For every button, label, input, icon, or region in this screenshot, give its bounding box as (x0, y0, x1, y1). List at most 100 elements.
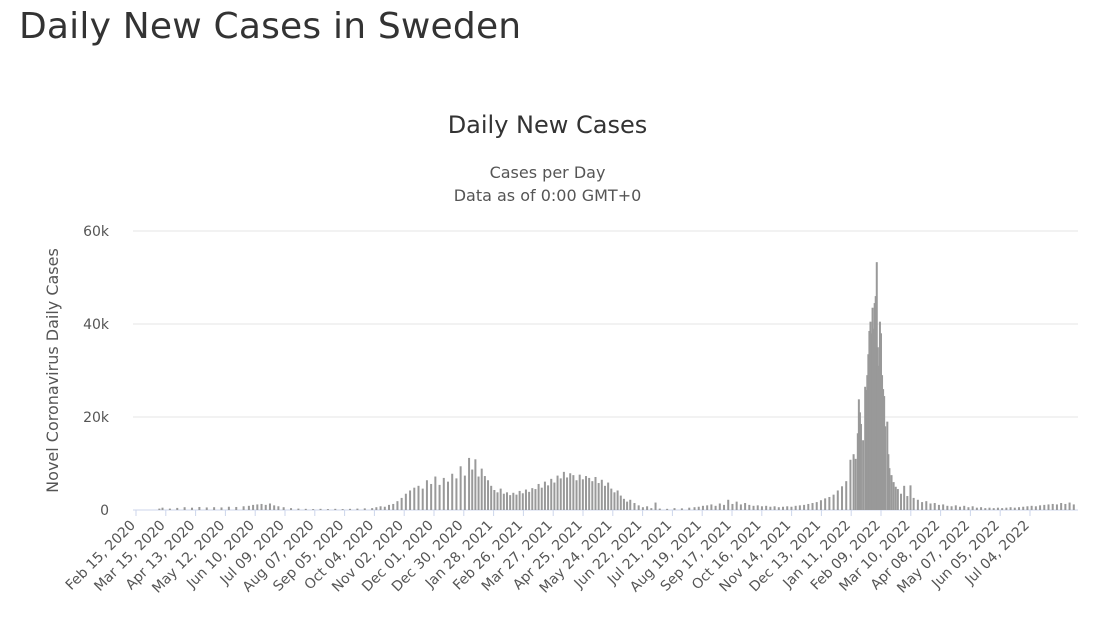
data-bar[interactable] (903, 485, 906, 510)
data-bar[interactable] (710, 504, 713, 510)
data-bar[interactable] (752, 505, 755, 510)
data-bar[interactable] (396, 501, 399, 510)
data-bar[interactable] (988, 507, 991, 510)
data-bar[interactable] (658, 508, 661, 510)
data-bar[interactable] (811, 503, 814, 510)
data-bar[interactable] (1009, 507, 1012, 510)
data-bar[interactable] (845, 481, 848, 510)
data-bar[interactable] (912, 497, 915, 510)
data-bar[interactable] (521, 493, 524, 510)
data-bar[interactable] (524, 489, 527, 510)
data-bar[interactable] (748, 504, 751, 510)
data-bar[interactable] (256, 504, 259, 510)
data-bar[interactable] (735, 501, 738, 510)
data-bar[interactable] (727, 499, 730, 510)
data-bar[interactable] (992, 508, 995, 510)
data-bar[interactable] (864, 386, 867, 510)
data-bar[interactable] (543, 481, 546, 510)
data-bar[interactable] (227, 506, 230, 510)
data-bar[interactable] (290, 508, 293, 510)
data-bar[interactable] (566, 477, 569, 510)
data-bar[interactable] (701, 505, 704, 510)
data-bar[interactable] (622, 498, 625, 510)
data-bar[interactable] (603, 485, 606, 510)
data-bar[interactable] (400, 497, 403, 510)
data-bar[interactable] (282, 507, 285, 510)
data-bar[interactable] (493, 490, 496, 510)
data-bar[interactable] (888, 468, 891, 510)
data-bar[interactable] (176, 507, 179, 510)
data-bar[interactable] (868, 330, 871, 510)
data-bar[interactable] (379, 506, 382, 510)
data-bar[interactable] (984, 508, 987, 510)
data-bar[interactable] (434, 476, 437, 510)
data-bar[interactable] (442, 477, 445, 510)
data-bar[interactable] (807, 503, 810, 510)
data-bar[interactable] (857, 399, 860, 510)
data-bar[interactable] (1060, 503, 1063, 510)
data-bar[interactable] (1018, 507, 1021, 510)
data-bar[interactable] (273, 505, 276, 510)
data-bar[interactable] (874, 296, 877, 510)
data-bar[interactable] (1043, 504, 1046, 510)
data-bar[interactable] (950, 506, 953, 510)
data-bar[interactable] (1051, 503, 1054, 510)
data-bar[interactable] (906, 496, 909, 510)
data-bar[interactable] (929, 503, 932, 510)
data-bar[interactable] (326, 509, 329, 510)
data-bar[interactable] (794, 505, 797, 510)
data-bar[interactable] (1030, 505, 1033, 510)
data-bar[interactable] (975, 507, 978, 510)
data-bar[interactable] (718, 503, 721, 510)
data-bar[interactable] (205, 507, 208, 510)
data-bar[interactable] (588, 477, 591, 510)
data-bar[interactable] (786, 506, 789, 510)
data-bar[interactable] (841, 486, 844, 510)
data-bar[interactable] (878, 321, 881, 510)
data-bar[interactable] (260, 503, 263, 510)
data-bar[interactable] (471, 469, 474, 510)
data-bar[interactable] (540, 487, 543, 510)
data-bar[interactable] (959, 506, 962, 510)
data-bar[interactable] (247, 505, 250, 510)
data-bar[interactable] (852, 454, 855, 510)
data-bar[interactable] (886, 421, 889, 510)
data-bar[interactable] (559, 478, 562, 510)
data-bar[interactable] (887, 454, 890, 510)
data-bar[interactable] (654, 502, 657, 510)
data-bar[interactable] (942, 504, 945, 510)
data-bar[interactable] (502, 493, 505, 510)
data-bar[interactable] (946, 505, 949, 510)
data-bar[interactable] (666, 508, 669, 510)
data-bar[interactable] (531, 488, 534, 510)
data-bar[interactable] (963, 505, 966, 510)
data-bar[interactable] (430, 483, 433, 510)
data-bar[interactable] (954, 505, 957, 510)
data-bar[interactable] (858, 412, 861, 510)
data-bar[interactable] (881, 375, 884, 510)
data-bar[interactable] (836, 490, 839, 510)
data-bar[interactable] (790, 506, 793, 510)
data-bar[interactable] (769, 506, 772, 510)
data-bar[interactable] (388, 504, 391, 510)
data-bar[interactable] (996, 507, 999, 510)
data-bar[interactable] (1047, 504, 1050, 510)
data-bar[interactable] (777, 507, 780, 510)
data-bar[interactable] (591, 481, 594, 510)
data-bar[interactable] (183, 507, 186, 510)
data-bar[interactable] (824, 498, 827, 510)
data-bar[interactable] (425, 480, 428, 510)
data-bar[interactable] (980, 507, 983, 510)
data-bar[interactable] (873, 303, 876, 510)
data-bar[interactable] (496, 492, 499, 510)
data-bar[interactable] (862, 440, 865, 510)
data-bar[interactable] (158, 508, 161, 510)
data-bar[interactable] (633, 503, 636, 510)
data-bar[interactable] (1001, 508, 1004, 510)
data-bar[interactable] (468, 457, 471, 510)
data-bar[interactable] (765, 505, 768, 510)
data-bar[interactable] (626, 501, 629, 510)
data-bar[interactable] (782, 506, 785, 510)
data-bar[interactable] (537, 483, 540, 510)
data-bar[interactable] (872, 328, 875, 510)
